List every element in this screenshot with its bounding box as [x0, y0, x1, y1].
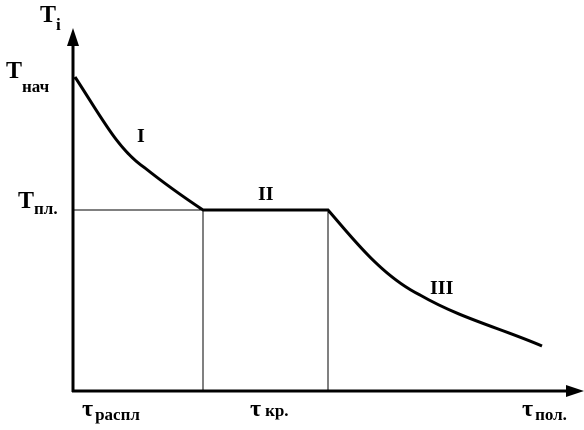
cooling-curve — [73, 76, 543, 348]
x-label: τ пол. — [522, 396, 567, 424]
stage-label: I — [137, 125, 145, 147]
stage-label: II — [258, 183, 274, 205]
label-sub: пл. — [34, 199, 58, 218]
y-axis-arrow — [67, 28, 79, 46]
label-main: T — [6, 58, 22, 84]
label-main: τ — [82, 396, 93, 422]
label-sub: нач — [22, 77, 50, 96]
stage-label: III — [430, 277, 454, 299]
label-sub: распл — [95, 405, 140, 424]
label-main: T — [18, 188, 34, 214]
x-label: τ распл — [82, 396, 140, 424]
label-sub: i — [56, 15, 61, 34]
label-main: τ — [522, 396, 533, 422]
x-axis-arrow — [566, 385, 584, 397]
y-axis-label: Ti — [40, 2, 61, 34]
label-main: τ — [250, 396, 261, 422]
label-sub: пол. — [535, 405, 567, 424]
y-label: Tнач — [6, 58, 50, 96]
label-main: T — [40, 2, 56, 28]
x-label: τ кр. — [250, 396, 289, 422]
label-sub: кр. — [265, 401, 289, 420]
y-label: Tпл. — [18, 188, 58, 218]
